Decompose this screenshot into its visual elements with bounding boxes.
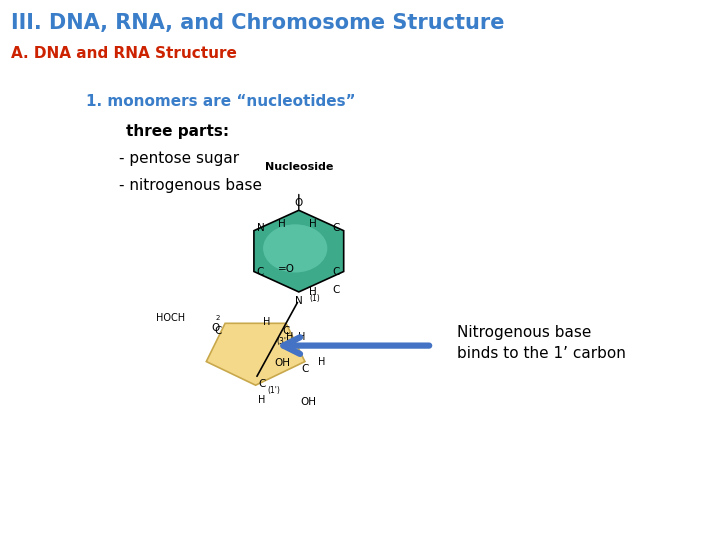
Text: O: O <box>212 323 220 333</box>
Text: H: H <box>309 219 316 229</box>
Text: C: C <box>258 379 266 389</box>
Text: N: N <box>295 296 302 306</box>
Text: - nitrogenous base: - nitrogenous base <box>119 178 262 193</box>
Text: 2: 2 <box>216 315 220 321</box>
Text: C: C <box>214 326 222 336</box>
Text: (1'): (1') <box>267 386 280 395</box>
Text: 1. monomers are “nucleotides”: 1. monomers are “nucleotides” <box>86 94 356 110</box>
Text: H: H <box>318 356 325 367</box>
Text: C: C <box>301 364 309 374</box>
Text: C: C <box>282 326 289 336</box>
Text: three parts:: three parts: <box>126 124 229 139</box>
Text: Nitrogenous base
binds to the 1’ carbon: Nitrogenous base binds to the 1’ carbon <box>457 325 626 361</box>
Text: C: C <box>333 285 340 295</box>
Text: OH: OH <box>274 359 290 368</box>
Text: H: H <box>297 332 305 342</box>
Text: - pentose sugar: - pentose sugar <box>119 151 239 166</box>
Text: (1): (1) <box>309 294 320 303</box>
Polygon shape <box>207 323 305 385</box>
Text: H: H <box>278 219 285 229</box>
Circle shape <box>263 224 328 273</box>
Text: O: O <box>294 198 303 207</box>
Text: H: H <box>286 332 294 342</box>
Text: HOCH: HOCH <box>156 313 186 323</box>
Text: H: H <box>309 287 316 296</box>
Text: A. DNA and RNA Structure: A. DNA and RNA Structure <box>11 46 237 61</box>
Text: =O: =O <box>278 264 294 274</box>
Text: H: H <box>258 395 266 405</box>
Text: H: H <box>263 316 270 327</box>
Text: N: N <box>257 223 264 233</box>
Text: C: C <box>257 267 264 276</box>
Text: III. DNA, RNA, and Chromosome Structure: III. DNA, RNA, and Chromosome Structure <box>11 14 504 33</box>
Text: Nucleoside: Nucleoside <box>265 161 333 172</box>
Text: OH: OH <box>300 397 317 407</box>
Text: C: C <box>333 267 340 276</box>
Text: C: C <box>333 223 340 233</box>
Polygon shape <box>254 210 343 292</box>
Text: (3'): (3') <box>276 337 289 346</box>
